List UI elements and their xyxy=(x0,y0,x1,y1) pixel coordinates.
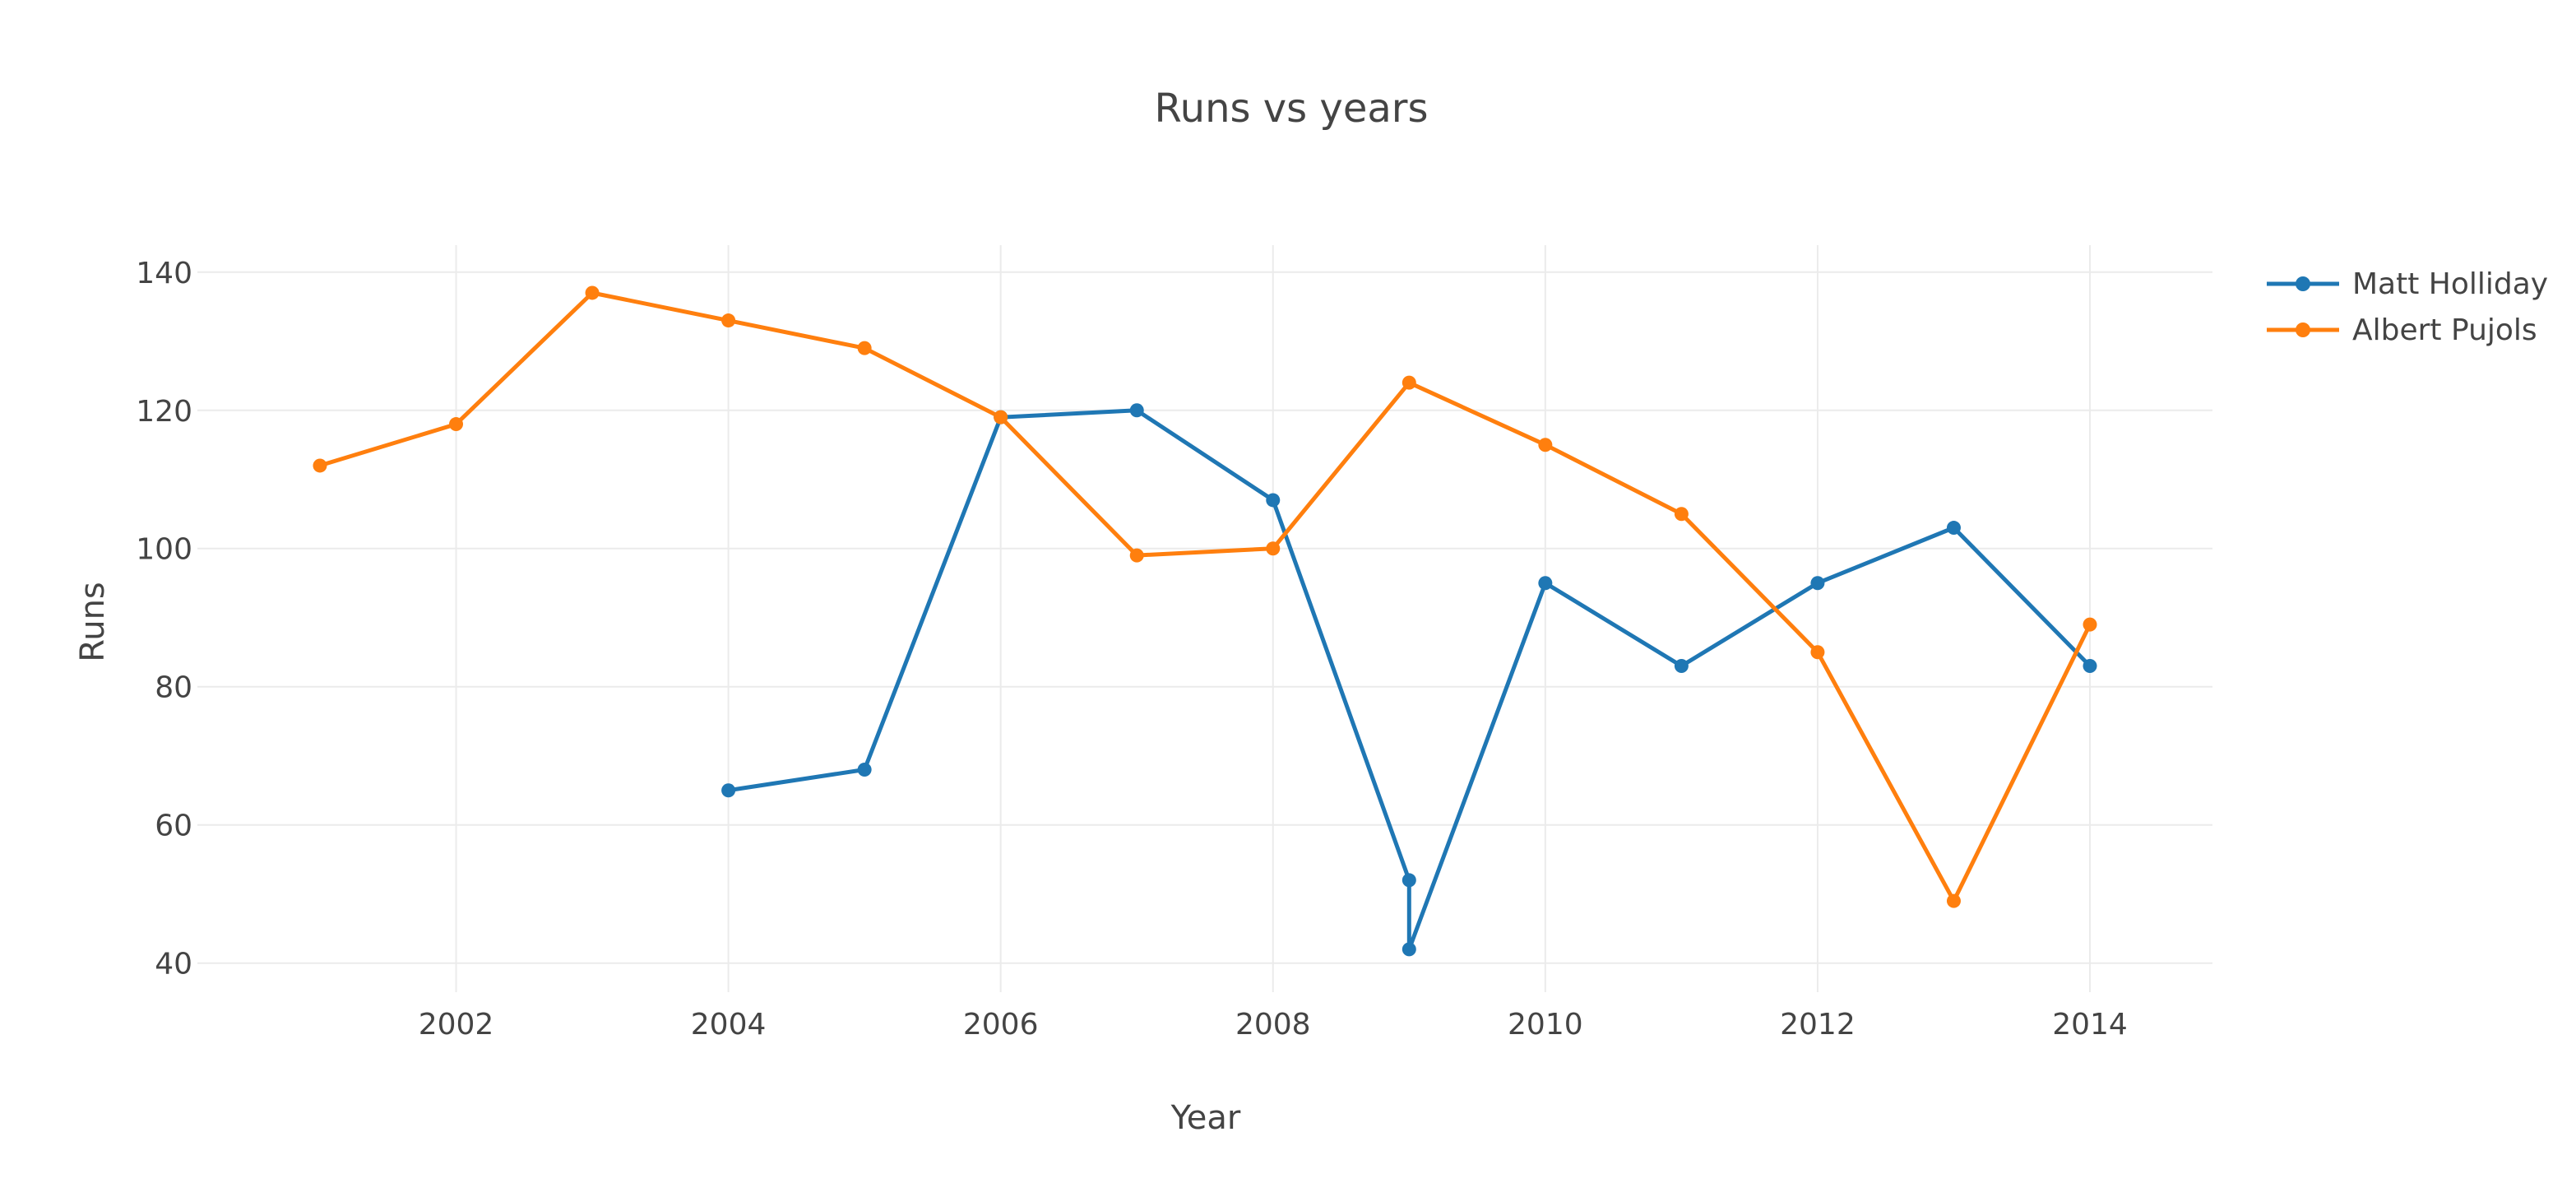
y-axis-title: Runs xyxy=(74,582,112,662)
x-tick-label: 2010 xyxy=(1508,1008,1583,1042)
series-line-albert-pujols xyxy=(319,290,2092,903)
data-point-albert-pujols[interactable] xyxy=(1674,507,1689,522)
x-axis-ticks: 2002 2004 2006 2008 2010 2012 2014 xyxy=(419,1008,2128,1042)
data-point-albert-pujols[interactable] xyxy=(721,313,736,328)
x-axis-title: Year xyxy=(1170,1099,1241,1137)
series-line-matt-holliday xyxy=(728,408,2092,952)
x-tick-label: 2002 xyxy=(419,1008,494,1042)
data-point-matt-holliday[interactable] xyxy=(1946,521,1961,536)
chart-title: Runs vs years xyxy=(1154,86,1428,132)
data-point-matt-holliday[interactable] xyxy=(1402,942,1416,957)
data-point-albert-pujols[interactable] xyxy=(1129,548,1144,563)
data-point-albert-pujols[interactable] xyxy=(1538,438,1553,452)
data-point-matt-holliday[interactable] xyxy=(1538,576,1553,591)
data-point-albert-pujols[interactable] xyxy=(994,410,1008,425)
data-point-matt-holliday[interactable] xyxy=(857,763,872,777)
legend-label-matt-holliday: Matt Holliday xyxy=(2352,267,2548,301)
legend-item-matt-holliday[interactable]: Matt Holliday xyxy=(2267,267,2548,301)
x-tick-label: 2012 xyxy=(1780,1008,1856,1042)
data-point-albert-pujols[interactable] xyxy=(857,341,872,355)
series-points xyxy=(313,285,2097,957)
data-point-albert-pujols[interactable] xyxy=(2083,617,2097,632)
gridlines xyxy=(197,245,2212,992)
data-point-albert-pujols[interactable] xyxy=(449,417,464,432)
data-point-albert-pujols[interactable] xyxy=(1266,541,1281,556)
data-point-matt-holliday[interactable] xyxy=(1402,873,1416,888)
y-tick-label: 100 xyxy=(136,533,192,567)
data-point-matt-holliday[interactable] xyxy=(2083,659,2097,674)
x-tick-label: 2008 xyxy=(1235,1008,1311,1042)
data-point-matt-holliday[interactable] xyxy=(1674,659,1689,674)
legend-swatch-marker xyxy=(2296,276,2310,291)
y-tick-label: 140 xyxy=(136,257,192,290)
data-point-matt-holliday[interactable] xyxy=(1266,493,1281,508)
y-tick-label: 60 xyxy=(155,810,192,843)
legend-swatch-marker xyxy=(2296,322,2310,337)
legend-item-albert-pujols[interactable]: Albert Pujols xyxy=(2267,313,2537,347)
legend: Matt Holliday Albert Pujols xyxy=(2267,267,2548,347)
y-tick-label: 80 xyxy=(155,671,192,705)
data-point-matt-holliday[interactable] xyxy=(721,783,736,798)
x-tick-label: 2006 xyxy=(963,1008,1039,1042)
legend-label-albert-pujols: Albert Pujols xyxy=(2352,313,2537,347)
series-lines xyxy=(319,290,2092,952)
data-point-albert-pujols[interactable] xyxy=(1402,375,1416,390)
data-point-albert-pujols[interactable] xyxy=(585,285,600,300)
data-point-matt-holliday[interactable] xyxy=(1129,403,1144,418)
y-axis-ticks: 40 60 80 100 120 140 xyxy=(136,257,192,981)
data-point-albert-pujols[interactable] xyxy=(313,458,327,473)
data-point-albert-pujols[interactable] xyxy=(1810,645,1825,660)
y-tick-label: 120 xyxy=(136,395,192,429)
x-tick-label: 2004 xyxy=(691,1008,767,1042)
data-point-matt-holliday[interactable] xyxy=(1810,576,1825,591)
y-tick-label: 40 xyxy=(155,948,192,981)
x-tick-label: 2014 xyxy=(2052,1008,2128,1042)
data-point-albert-pujols[interactable] xyxy=(1946,893,1961,908)
